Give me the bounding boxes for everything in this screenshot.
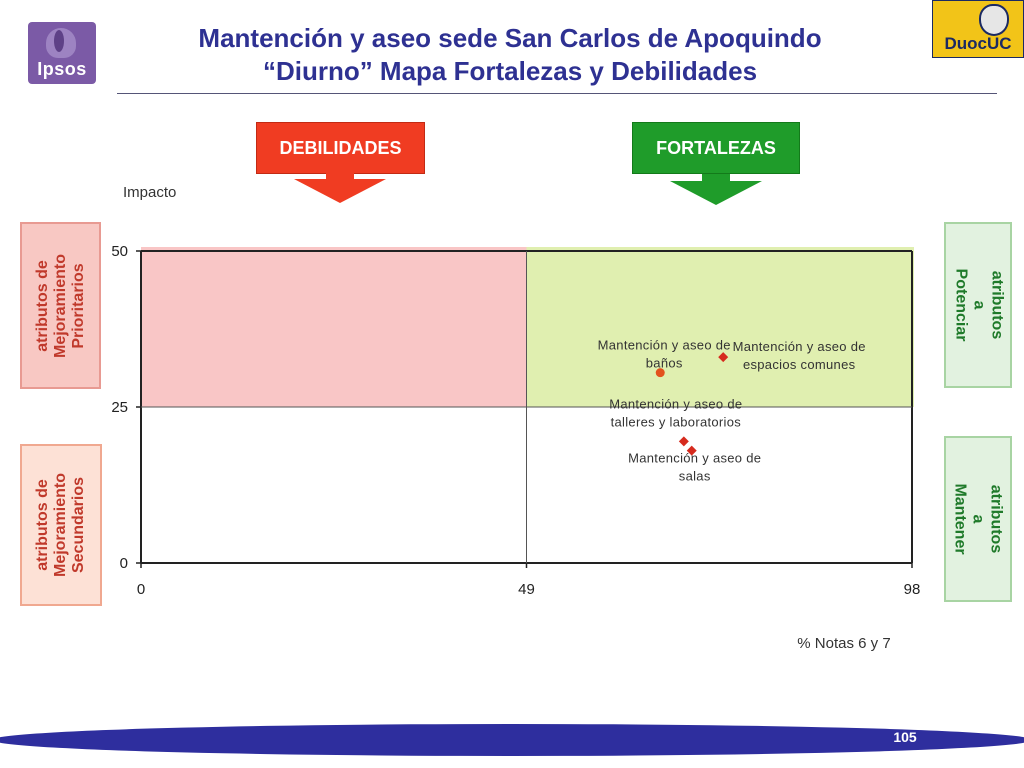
point-marker xyxy=(655,368,665,378)
ipsos-logo: Ipsos xyxy=(28,22,96,84)
x-tick-label: 98 xyxy=(904,581,921,598)
label-prioritarios: atributos de Mejoramiento Prioritarios xyxy=(20,222,101,389)
y-tick-label: 50 xyxy=(111,243,128,260)
y-axis-label: Impacto xyxy=(123,184,176,201)
debilidades-header: DEBILIDADES xyxy=(256,122,425,174)
title-divider xyxy=(117,93,997,94)
point-marker xyxy=(718,352,729,363)
duoc-logo: DuocUC xyxy=(932,0,1024,58)
label-mantener: atributos a Mantener xyxy=(944,436,1012,602)
ipsos-face-icon xyxy=(46,28,76,58)
point-label: Mantención y aseo de salas xyxy=(628,451,761,484)
slide-title-line1: Mantención y aseo sede San Carlos de Apo… xyxy=(198,23,822,53)
point-label: Mantención y aseo de talleres y laborator… xyxy=(609,396,742,429)
duoc-logo-text: DuocUC xyxy=(944,34,1012,53)
y-tick-label: 25 xyxy=(111,399,128,416)
fortalezas-arrow-icon xyxy=(670,174,762,205)
slide-title: Mantención y aseo sede San Carlos de Apo… xyxy=(150,22,870,88)
duoc-seal-icon xyxy=(979,4,1009,36)
fortalezas-header: FORTALEZAS xyxy=(632,122,800,174)
x-axis-label: % Notas 6 y 7 xyxy=(797,635,890,652)
x-tick-label: 49 xyxy=(518,581,535,598)
debilidades-arrow-icon xyxy=(294,172,386,203)
quadrant-prioritarios xyxy=(141,247,527,407)
slide-title-line2: “Diurno” Mapa Fortalezas y Debilidades xyxy=(262,56,758,86)
label-secundarios: atributos de Mejoramiento Secundarios xyxy=(20,444,102,606)
y-tick-label: 0 xyxy=(120,555,128,572)
quadrant-potenciar xyxy=(526,247,914,407)
page-number: 105 xyxy=(893,729,917,745)
point-label: Mantención y aseo de espacios comunes xyxy=(733,339,866,372)
ipsos-logo-text: Ipsos xyxy=(37,59,87,79)
point-label: Mantención y aseo de baños xyxy=(598,338,731,371)
x-tick-label: 0 xyxy=(137,581,145,598)
point-marker xyxy=(686,445,697,456)
point-marker xyxy=(678,436,689,447)
label-potenciar: atributos a Potenciar xyxy=(944,222,1012,388)
footer-band xyxy=(0,724,1024,756)
